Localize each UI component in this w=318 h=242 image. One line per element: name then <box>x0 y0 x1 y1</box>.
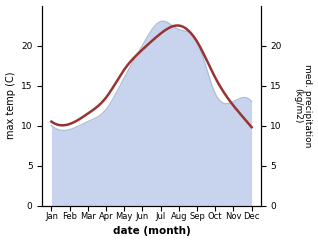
Y-axis label: max temp (C): max temp (C) <box>5 72 16 139</box>
X-axis label: date (month): date (month) <box>113 227 190 236</box>
Y-axis label: med. precipitation
(kg/m2): med. precipitation (kg/m2) <box>293 64 313 147</box>
